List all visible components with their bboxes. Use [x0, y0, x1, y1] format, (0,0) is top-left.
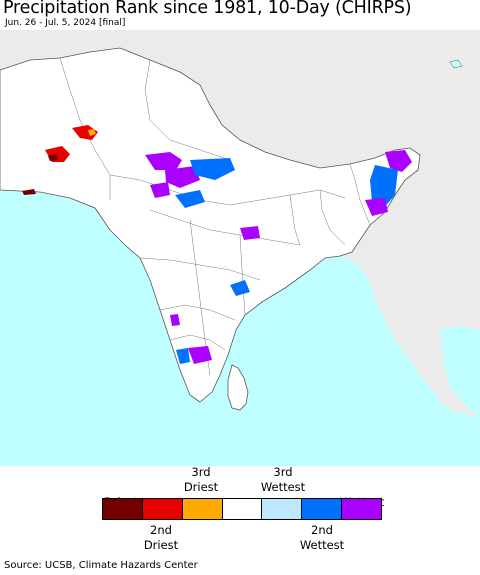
- precipitation-map: [0, 30, 480, 466]
- wet-patch-south: [176, 348, 190, 364]
- wet-patch-central-2: [175, 190, 205, 208]
- dry-patch-north: [72, 125, 98, 140]
- legend-swatch-3rd-driest: [182, 499, 223, 519]
- wet-patch-east-coast: [230, 280, 250, 296]
- legend-label-3rd-wettest: 3rd Wettest: [260, 465, 306, 494]
- legend-swatch-2nd-wettest: [302, 499, 343, 519]
- wettest-patch-south-central: [240, 226, 260, 240]
- wettest-patch-south: [188, 346, 212, 364]
- driest-patch-coast: [22, 189, 36, 195]
- legend-color-bar: [102, 498, 382, 520]
- bay-islands-sea: [440, 326, 480, 418]
- wettest-patch-west-central: [150, 182, 170, 198]
- wettest-patch-northeast-2: [365, 198, 388, 216]
- northeast-lake: [449, 59, 463, 69]
- legend-label-2nd-driest: 2nd Driest: [143, 523, 179, 552]
- map-subtitle: Jun. 26 - Jul. 5, 2024 [final]: [5, 18, 126, 28]
- map-title: Precipitation Rank since 1981, 10-Day (C…: [3, 0, 412, 18]
- wet-patch-central: [190, 158, 235, 180]
- wettest-patch-central-2: [165, 166, 200, 188]
- legend-label-3rd-driest: 3rd Driest: [183, 465, 219, 494]
- legend-swatch-2nd-driest: [142, 499, 183, 519]
- sri-lanka: [227, 364, 249, 411]
- rank-patches: [22, 125, 412, 364]
- driest-patch-west: [48, 154, 58, 161]
- wettest-patch-northeast: [385, 150, 412, 172]
- legend-label-2nd-wettest: 2nd Wettest: [299, 523, 345, 552]
- legend-swatch-normal: [222, 499, 263, 519]
- legend-swatch-driest: [103, 499, 143, 519]
- wettest-patch-southwest: [170, 314, 180, 326]
- dry-patch-north-inner: [88, 129, 96, 136]
- wettest-patch-central: [145, 152, 182, 170]
- south-asia-region: [0, 47, 421, 403]
- arabian-sea: [0, 190, 480, 466]
- source-credit: Source: UCSB, Climate Hazards Center: [4, 560, 198, 571]
- legend-swatch-wettest: [342, 499, 382, 519]
- legend-swatch-3rd-wettest: [262, 499, 303, 519]
- wet-patch-northeast: [370, 165, 398, 210]
